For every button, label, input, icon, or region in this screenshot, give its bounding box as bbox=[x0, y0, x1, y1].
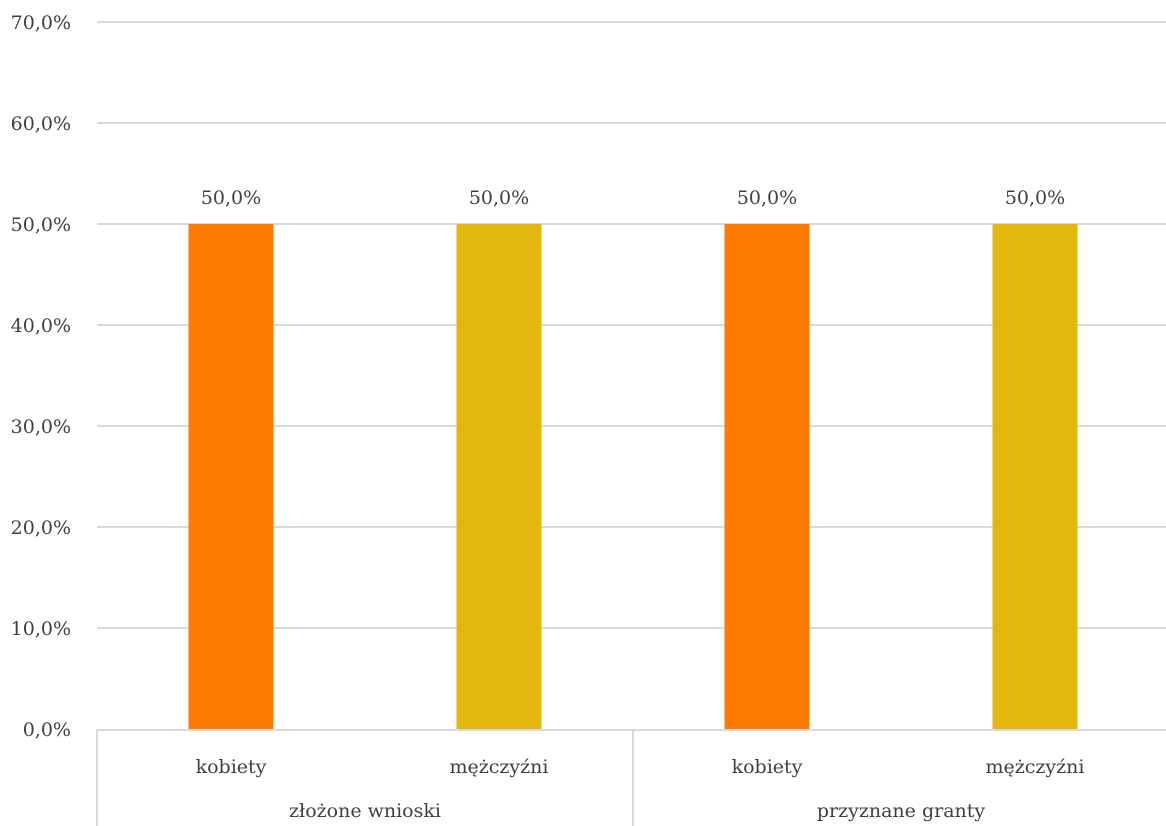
bar-kobiety bbox=[188, 224, 274, 729]
gridlines bbox=[97, 21, 1166, 629]
y-axis-tick-labels: 0,0% 10,0% 20,0% 30,0% 40,0% 50,0% 60,0% 70,0% bbox=[11, 12, 71, 741]
data-label: 50,0% bbox=[737, 187, 797, 209]
y-tick-label: 0,0% bbox=[23, 719, 71, 741]
group-label: przyznane granty bbox=[817, 800, 986, 822]
x-tick-label: mężczyźni bbox=[986, 756, 1085, 778]
y-tick-label: 40,0% bbox=[11, 315, 71, 337]
data-labels: 50,0% 50,0% 50,0% 50,0% bbox=[201, 187, 1065, 209]
bars bbox=[188, 224, 1078, 729]
bar-mezczyzni bbox=[456, 224, 542, 729]
data-label: 50,0% bbox=[201, 187, 261, 209]
x-tick-label: kobiety bbox=[732, 756, 803, 778]
x-tick-label: mężczyźni bbox=[450, 756, 549, 778]
bar-kobiety bbox=[724, 224, 810, 729]
y-tick-label: 20,0% bbox=[11, 517, 71, 539]
y-tick-label: 60,0% bbox=[11, 113, 71, 135]
y-tick-label: 70,0% bbox=[11, 12, 71, 34]
y-tick-label: 50,0% bbox=[11, 214, 71, 236]
x-axis: kobiety mężczyźni złożone wnioski kobiety mę… bbox=[96, 729, 1166, 826]
data-label: 50,0% bbox=[469, 187, 529, 209]
y-tick-label: 30,0% bbox=[11, 416, 71, 438]
x-tick-label: kobiety bbox=[196, 756, 267, 778]
group-label: złożone wnioski bbox=[289, 800, 441, 822]
data-label: 50,0% bbox=[1005, 187, 1065, 209]
bar-mezczyzni bbox=[992, 224, 1078, 729]
y-tick-label: 10,0% bbox=[11, 618, 71, 640]
